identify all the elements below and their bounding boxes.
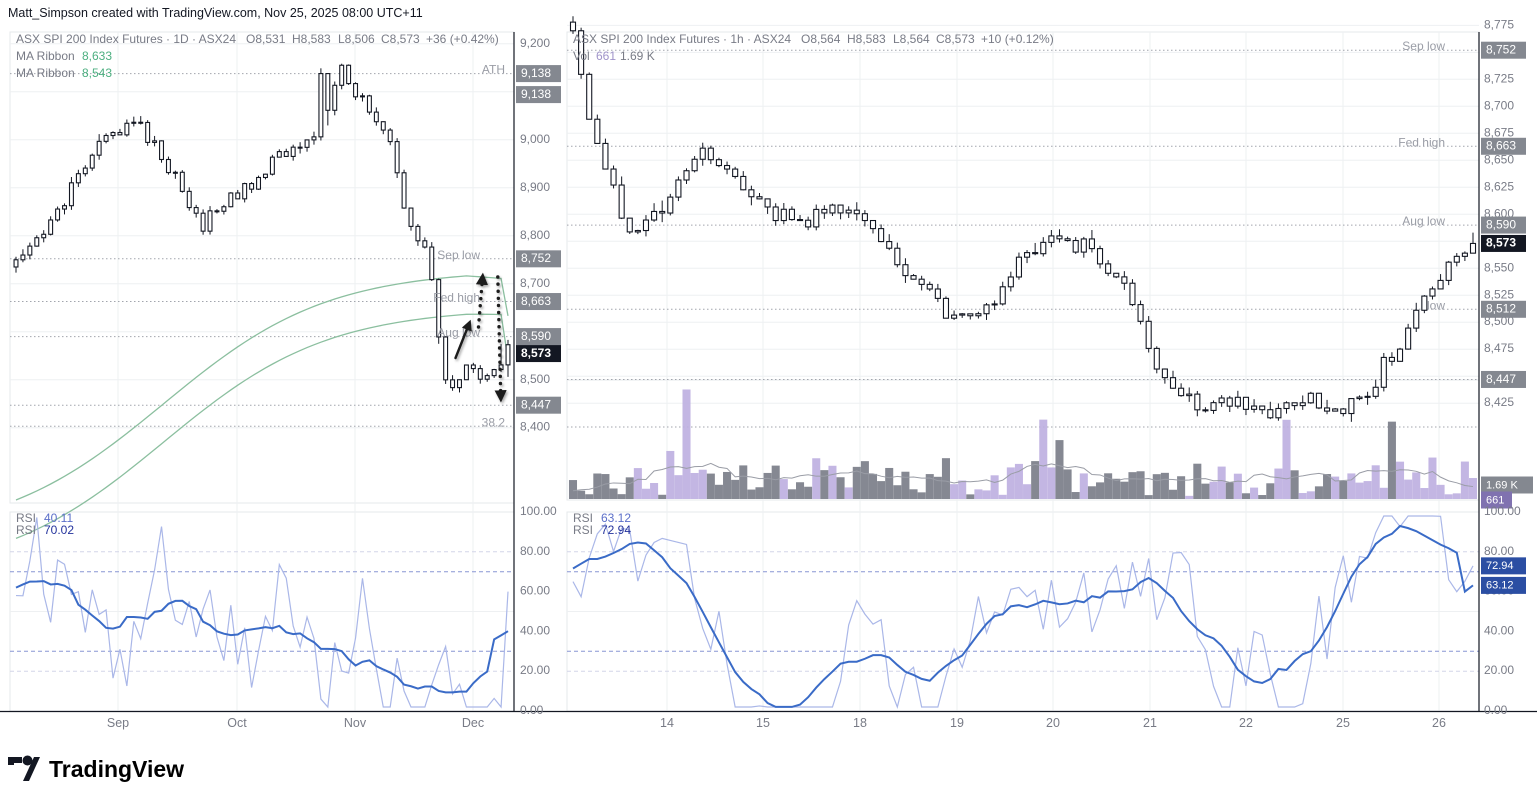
- svg-text:20.00: 20.00: [520, 663, 550, 677]
- svg-text:low: low: [1427, 298, 1445, 312]
- svg-text:8,675: 8,675: [1484, 125, 1514, 139]
- svg-text:0.00: 0.00: [520, 703, 544, 717]
- svg-text:63.12: 63.12: [1486, 580, 1514, 592]
- svg-text:8,700: 8,700: [520, 276, 550, 290]
- svg-text:9,000: 9,000: [520, 132, 550, 146]
- svg-text:8,590: 8,590: [1486, 217, 1516, 231]
- svg-text:8,663: 8,663: [1486, 139, 1516, 153]
- svg-text:100.00: 100.00: [1484, 504, 1521, 518]
- svg-text:8,500: 8,500: [520, 372, 550, 386]
- svg-text:8,625: 8,625: [1484, 179, 1514, 193]
- svg-text:Sep low: Sep low: [437, 248, 480, 262]
- svg-text:8,425: 8,425: [1484, 395, 1514, 409]
- svg-text:8,573: 8,573: [1486, 236, 1516, 250]
- svg-text:8,475: 8,475: [1484, 341, 1514, 355]
- svg-text:Fed high: Fed high: [433, 291, 480, 305]
- svg-text:8,447: 8,447: [521, 397, 551, 411]
- svg-text:9,138: 9,138: [521, 87, 551, 101]
- svg-text:8,590: 8,590: [521, 329, 551, 343]
- svg-text:8,900: 8,900: [520, 180, 550, 194]
- svg-text:8,752: 8,752: [521, 251, 551, 265]
- svg-text:8,775: 8,775: [1484, 17, 1514, 31]
- svg-text:8,752: 8,752: [1486, 42, 1516, 56]
- svg-text:Sep low: Sep low: [1402, 39, 1445, 53]
- svg-text:1.69 K: 1.69 K: [1486, 479, 1518, 491]
- svg-text:80.00: 80.00: [1484, 544, 1514, 558]
- svg-text:38.2: 38.2: [482, 415, 506, 429]
- svg-text:Fed high: Fed high: [1398, 135, 1445, 149]
- svg-text:8,550: 8,550: [1484, 260, 1514, 274]
- svg-text:100.00: 100.00: [520, 504, 557, 518]
- svg-text:ATH: ATH: [482, 63, 505, 77]
- svg-text:8,512: 8,512: [1486, 302, 1516, 316]
- svg-text:80.00: 80.00: [520, 544, 550, 558]
- svg-text:8,700: 8,700: [1484, 98, 1514, 112]
- svg-text:Aug low: Aug low: [437, 326, 480, 340]
- svg-text:0.00: 0.00: [1484, 703, 1508, 717]
- svg-text:8,725: 8,725: [1484, 71, 1514, 85]
- svg-text:8,800: 8,800: [520, 228, 550, 242]
- svg-text:40.00: 40.00: [520, 623, 550, 637]
- svg-text:9,200: 9,200: [520, 36, 550, 50]
- svg-text:8,525: 8,525: [1484, 287, 1514, 301]
- svg-text:8,663: 8,663: [521, 294, 551, 308]
- svg-text:8,573: 8,573: [521, 346, 551, 360]
- svg-text:72.94: 72.94: [1486, 560, 1514, 572]
- svg-text:8,447: 8,447: [1486, 372, 1516, 386]
- svg-text:Aug low: Aug low: [1402, 214, 1445, 228]
- svg-text:9,138: 9,138: [521, 66, 551, 80]
- svg-text:8,400: 8,400: [520, 420, 550, 434]
- svg-text:60.00: 60.00: [520, 584, 550, 598]
- svg-text:20.00: 20.00: [1484, 663, 1514, 677]
- svg-text:40.00: 40.00: [1484, 623, 1514, 637]
